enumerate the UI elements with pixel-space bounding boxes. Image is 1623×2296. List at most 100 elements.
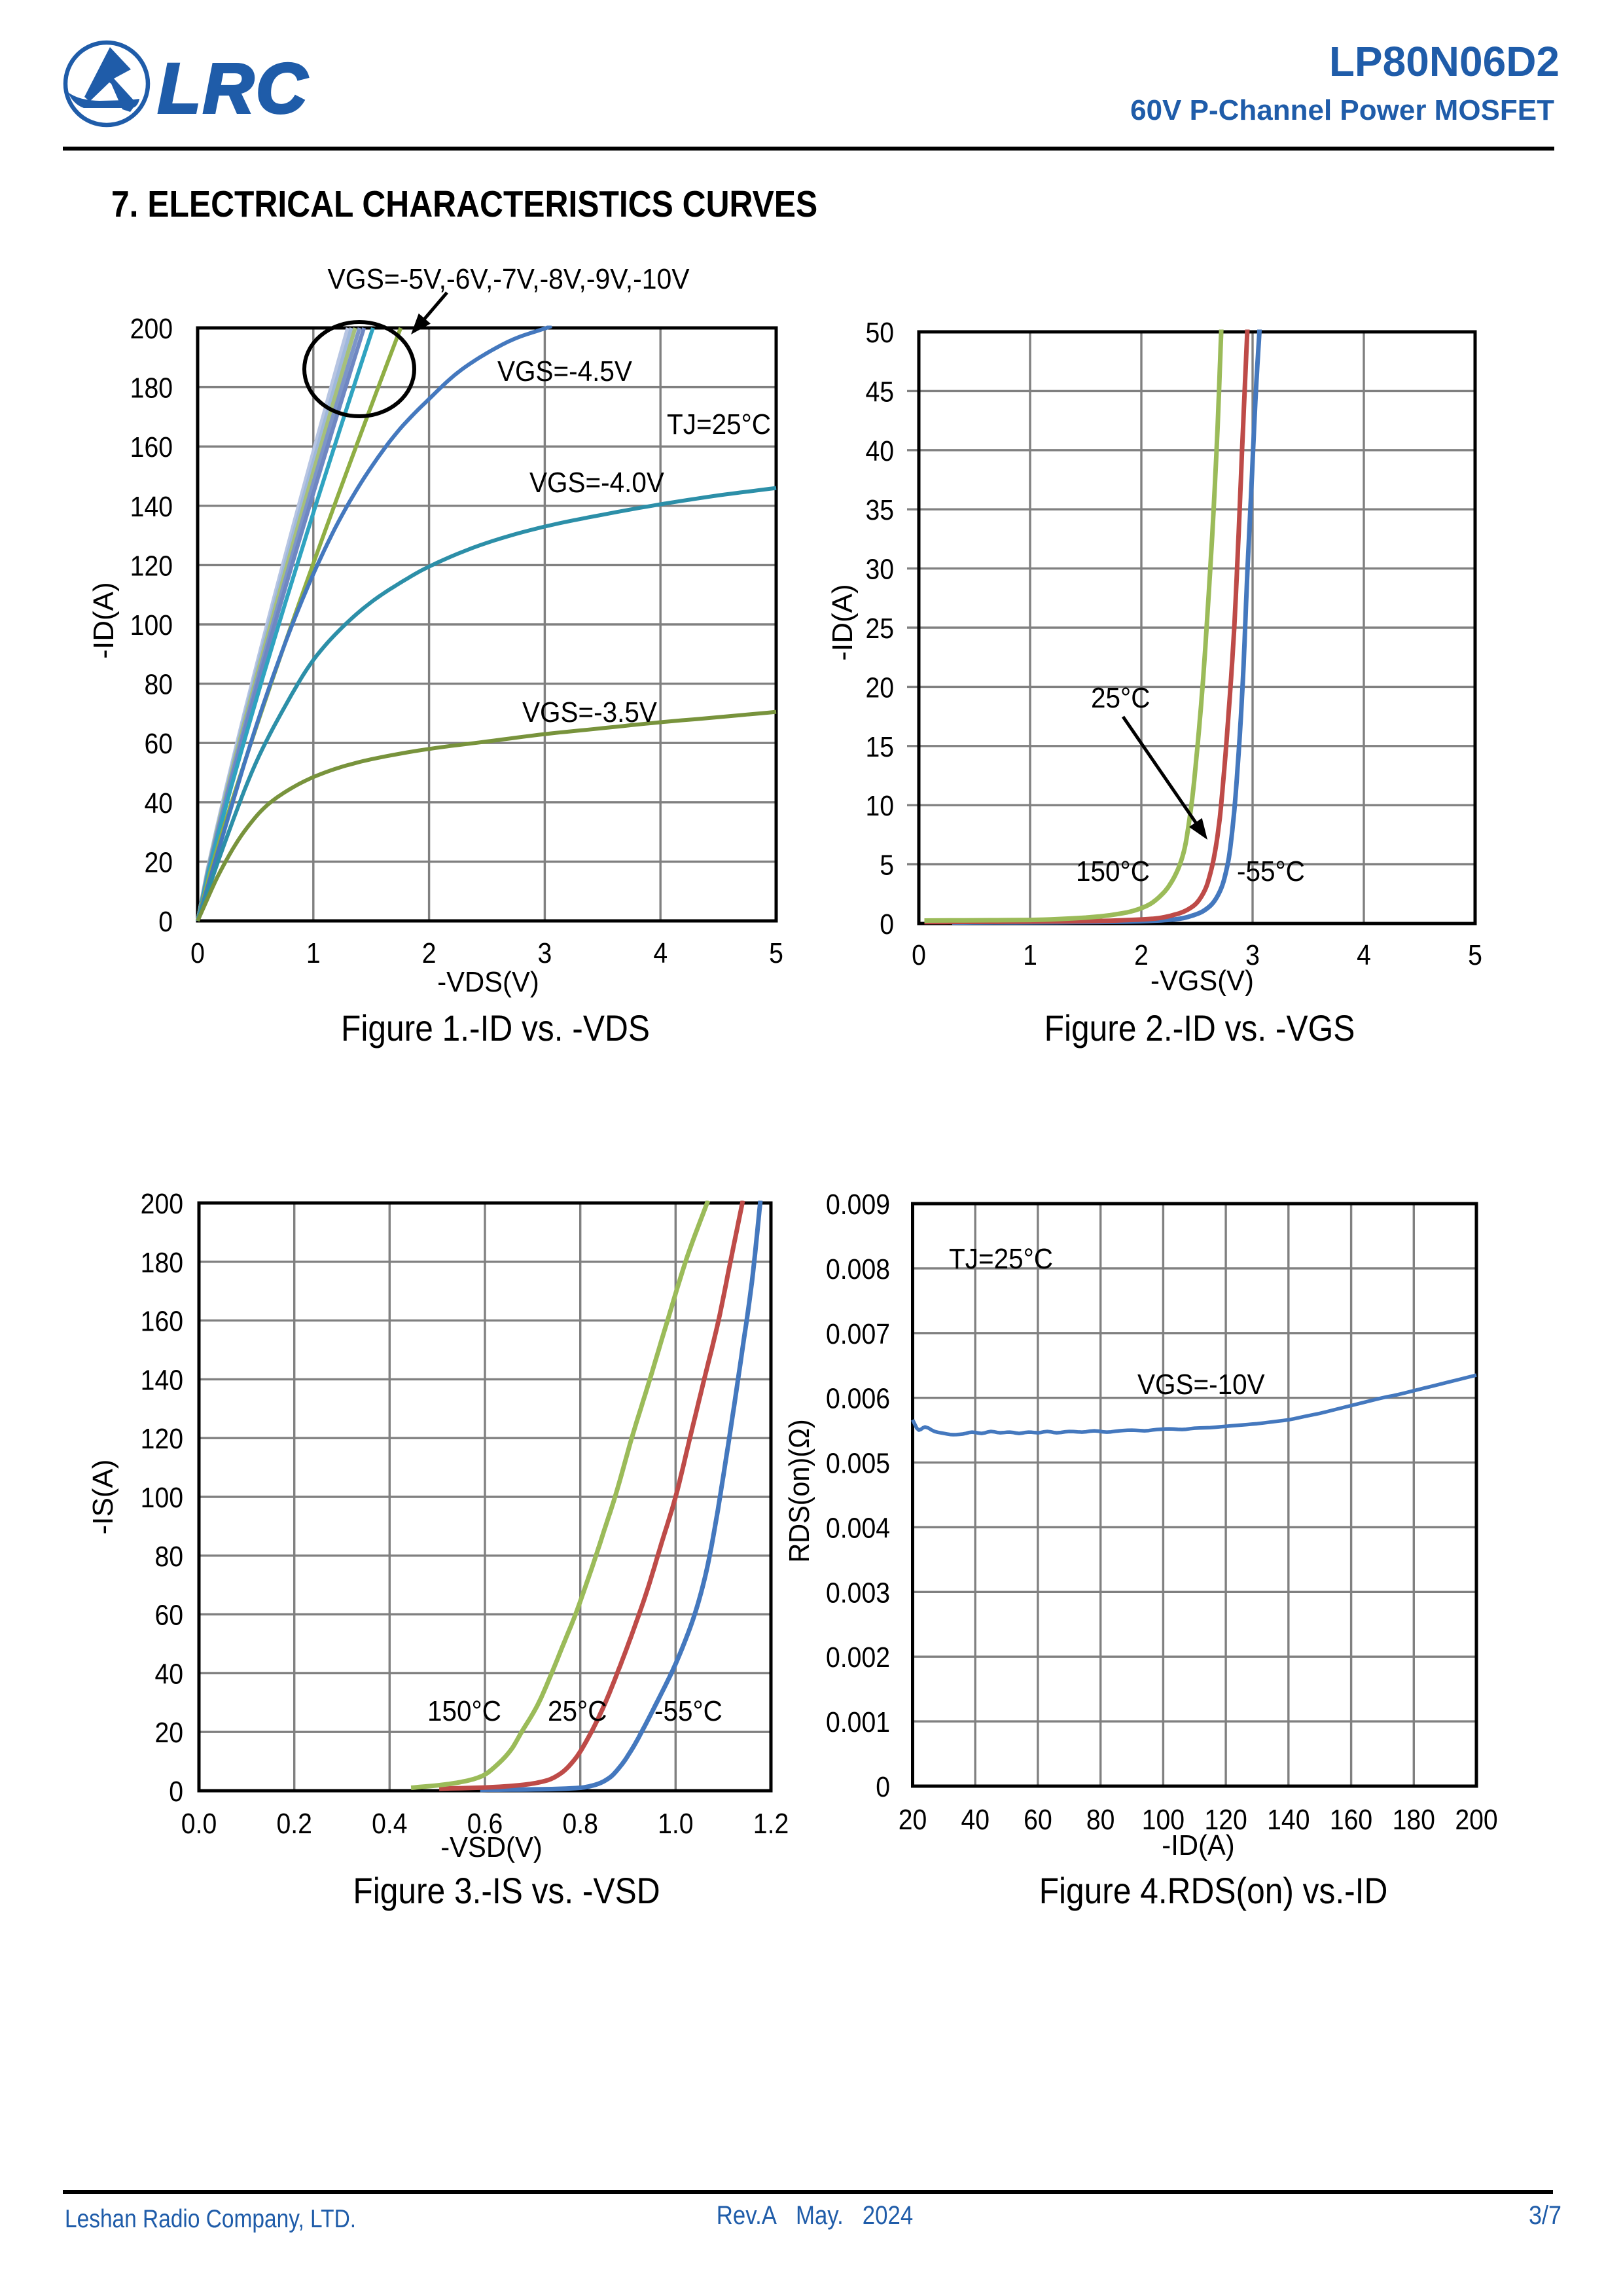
- svg-text:20: 20: [144, 846, 173, 878]
- svg-text:80: 80: [154, 1540, 183, 1573]
- svg-text:25°C: 25°C: [548, 1695, 607, 1727]
- svg-text:TJ=25°C: TJ=25°C: [667, 408, 771, 440]
- svg-text:20: 20: [865, 671, 894, 704]
- svg-text:0.004: 0.004: [826, 1511, 890, 1544]
- svg-text:3/7: 3/7: [1529, 2201, 1561, 2230]
- svg-text:120: 120: [130, 549, 173, 582]
- svg-text:0.005: 0.005: [826, 1446, 890, 1479]
- svg-text:120: 120: [141, 1422, 183, 1455]
- svg-text:VGS=-3.5V: VGS=-3.5V: [522, 696, 657, 728]
- svg-text:1: 1: [1023, 939, 1037, 971]
- svg-text:20: 20: [154, 1716, 183, 1749]
- svg-text:2: 2: [1134, 939, 1149, 971]
- svg-text:VGS=-5V,-6V,-7V,-8V,-9V,-10V: VGS=-5V,-6V,-7V,-8V,-9V,-10V: [328, 264, 690, 296]
- svg-text:45: 45: [865, 375, 894, 408]
- svg-text:200: 200: [130, 312, 173, 345]
- svg-text:LRC: LRC: [158, 48, 309, 128]
- svg-text:-ID(A): -ID(A): [1162, 1829, 1234, 1861]
- svg-text:160: 160: [1330, 1803, 1372, 1836]
- svg-text:180: 180: [130, 371, 173, 404]
- svg-text:0.006: 0.006: [826, 1382, 890, 1415]
- svg-text:50: 50: [865, 316, 894, 349]
- svg-text:0: 0: [169, 1775, 183, 1808]
- svg-text:2: 2: [422, 937, 437, 969]
- svg-text:15: 15: [865, 730, 894, 763]
- svg-text:60: 60: [144, 727, 173, 760]
- svg-text:120: 120: [1204, 1803, 1247, 1836]
- svg-text:0: 0: [190, 937, 205, 969]
- svg-text:Figure 4.RDS(on) vs.-ID: Figure 4.RDS(on) vs.-ID: [1039, 1871, 1388, 1911]
- svg-text:20: 20: [899, 1803, 927, 1836]
- svg-text:1.0: 1.0: [658, 1807, 693, 1840]
- svg-text:140: 140: [1267, 1803, 1310, 1836]
- svg-text:200: 200: [141, 1187, 183, 1220]
- svg-text:0.4: 0.4: [372, 1807, 407, 1840]
- svg-text:150°C: 150°C: [1076, 855, 1150, 887]
- svg-text:60: 60: [1024, 1803, 1052, 1836]
- svg-text:100: 100: [141, 1481, 183, 1514]
- svg-text:0.6: 0.6: [467, 1807, 503, 1840]
- svg-text:0: 0: [880, 908, 894, 941]
- svg-text:0: 0: [912, 939, 926, 971]
- svg-text:160: 160: [130, 431, 173, 463]
- svg-text:VGS=-10V: VGS=-10V: [1137, 1368, 1265, 1400]
- svg-text:-55°C: -55°C: [1237, 855, 1305, 887]
- svg-text:0: 0: [876, 1770, 890, 1803]
- svg-text:0.0: 0.0: [181, 1807, 217, 1840]
- svg-text:4: 4: [1357, 939, 1371, 971]
- svg-text:4: 4: [653, 937, 668, 969]
- svg-text:140: 140: [141, 1363, 183, 1396]
- svg-text:VGS=-4.0V: VGS=-4.0V: [529, 466, 664, 498]
- svg-text:0.008: 0.008: [826, 1253, 890, 1285]
- svg-text:-IS(A): -IS(A): [87, 1460, 119, 1535]
- svg-text:40: 40: [154, 1657, 183, 1690]
- svg-text:1: 1: [306, 937, 321, 969]
- svg-text:Leshan Radio Company, LTD.: Leshan Radio Company, LTD.: [65, 2204, 356, 2233]
- svg-text:0.002: 0.002: [826, 1641, 890, 1674]
- svg-text:200: 200: [1455, 1803, 1497, 1836]
- svg-text:180: 180: [141, 1246, 183, 1279]
- svg-text:-55°C: -55°C: [654, 1695, 722, 1727]
- svg-text:0.2: 0.2: [276, 1807, 312, 1840]
- svg-text:100: 100: [1142, 1803, 1185, 1836]
- svg-text:-VDS(V): -VDS(V): [437, 966, 539, 998]
- svg-text:0.001: 0.001: [826, 1706, 890, 1738]
- svg-text:0.007: 0.007: [826, 1318, 890, 1350]
- svg-text:60: 60: [154, 1598, 183, 1631]
- svg-text:100: 100: [130, 609, 173, 641]
- svg-text:LP80N06D2: LP80N06D2: [1329, 38, 1560, 85]
- svg-text:-ID(A): -ID(A): [827, 584, 859, 660]
- svg-text:160: 160: [141, 1304, 183, 1337]
- svg-text:80: 80: [144, 668, 173, 700]
- svg-text:-ID(A): -ID(A): [88, 582, 120, 658]
- svg-text:35: 35: [865, 493, 894, 526]
- svg-text:80: 80: [1086, 1803, 1115, 1836]
- svg-text:150°C: 150°C: [427, 1695, 501, 1727]
- svg-text:Figure 1.-ID vs. -VDS: Figure 1.-ID vs. -VDS: [341, 1008, 650, 1049]
- svg-text:140: 140: [130, 490, 173, 523]
- svg-text:10: 10: [865, 789, 894, 822]
- svg-text:Rev.A May. 2024: Rev.A May. 2024: [717, 2200, 913, 2230]
- svg-text:180: 180: [1393, 1803, 1435, 1836]
- svg-text:40: 40: [865, 435, 894, 467]
- svg-text:VGS=-4.5V: VGS=-4.5V: [497, 355, 632, 387]
- svg-text:60V P-Channel Power MOSFET: 60V P-Channel Power MOSFET: [1130, 94, 1554, 126]
- svg-text:5: 5: [769, 937, 783, 969]
- svg-text:3: 3: [1245, 939, 1260, 971]
- svg-text:TJ=25°C: TJ=25°C: [949, 1242, 1053, 1274]
- svg-text:1.2: 1.2: [753, 1807, 789, 1840]
- svg-text:0.8: 0.8: [562, 1807, 597, 1840]
- svg-text:30: 30: [865, 552, 894, 585]
- svg-text:7. ELECTRICAL CHARACTERISTICS: 7. ELECTRICAL CHARACTERISTICS CURVES: [111, 184, 817, 225]
- svg-text:0.003: 0.003: [826, 1576, 890, 1609]
- svg-text:-VSD(V): -VSD(V): [440, 1831, 543, 1863]
- svg-text:5: 5: [880, 848, 894, 881]
- svg-text:-VGS(V): -VGS(V): [1150, 965, 1254, 997]
- svg-text:Figure 2.-ID vs. -VGS: Figure 2.-ID vs. -VGS: [1044, 1008, 1355, 1049]
- svg-text:0: 0: [158, 905, 173, 938]
- svg-text:40: 40: [144, 787, 173, 819]
- svg-text:40: 40: [961, 1803, 990, 1836]
- svg-text:5: 5: [1468, 939, 1482, 971]
- svg-text:25: 25: [865, 612, 894, 645]
- svg-text:Figure 3.-IS vs. -VSD: Figure 3.-IS vs. -VSD: [353, 1871, 660, 1911]
